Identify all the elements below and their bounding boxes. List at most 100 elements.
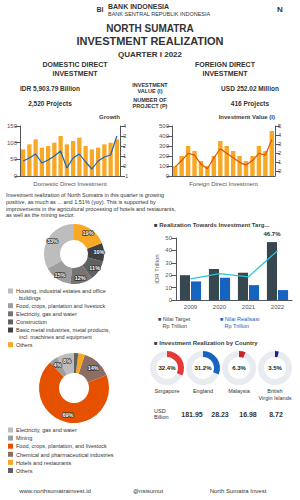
svg-text:31.2%: 31.2% [194,365,212,371]
svg-text:INVESTMENT: INVESTMENT [52,70,98,77]
svg-text:6.3%: 6.3% [232,365,246,371]
svg-text:Investment Value (I): Investment Value (I) [219,114,275,120]
svg-text:Food, crops, plantation and li: Food, crops, plantation and livestock [16,303,106,309]
svg-text:Rp Trillion: Rp Trillion [158,323,187,329]
svg-text:400: 400 [159,133,170,139]
svg-text:2020: 2020 [213,304,227,310]
svg-text:50: 50 [165,235,172,241]
svg-text:■ Investment Realization by Co: ■ Investment Realization by Country [154,340,258,346]
svg-text:1: 1 [278,159,282,165]
svg-text:North Sumatra Invest: North Sumatra Invest [210,488,267,494]
svg-text:BANK SENTRAL REPUBLIK INDONESI: BANK SENTRAL REPUBLIK INDONESIA [108,11,211,17]
svg-text:Foreign Direct Investment: Foreign Direct Investment [189,181,258,187]
svg-text:8.72: 8.72 [269,411,283,418]
svg-text:11%: 11% [89,265,100,271]
svg-text:■ Nilai Target: ■ Nilai Target [158,316,191,322]
svg-text:-1: -1 [123,173,129,179]
svg-text:Electricity, gas and water: Electricity, gas and water [16,427,77,433]
svg-text:0: 0 [123,163,127,169]
svg-text:USD 252.02 Million: USD 252.02 Million [221,85,279,92]
svg-text:100: 100 [7,140,18,146]
svg-text:16.98: 16.98 [239,411,257,418]
svg-text:Investment realization of Nort: Investment realization of North Sumatra … [6,192,164,198]
svg-text:2: 2 [123,143,127,149]
svg-text:Singapore: Singapore [154,388,179,394]
svg-text:0: 0 [169,297,173,303]
svg-text:4: 4 [278,132,282,138]
svg-text:46.7%: 46.7% [263,231,281,237]
svg-text:3.5%: 3.5% [268,365,282,371]
svg-text:300: 300 [159,143,170,149]
svg-text:QUARTER I 2022: QUARTER I 2022 [118,50,183,59]
svg-text:DOMESTIC DIRECT: DOMESTIC DIRECT [43,61,109,68]
svg-text:USD: USD [154,408,166,414]
svg-text:INVESTMENT: INVESTMENT [132,82,168,88]
svg-text:Hotels and restaurants: Hotels and restaurants [16,460,72,466]
svg-text:2022: 2022 [271,304,285,310]
svg-text:INVESTMENT REALIZATION: INVESTMENT REALIZATION [76,35,223,47]
svg-text:Growth: Growth [99,114,120,120]
svg-text:19%: 19% [83,230,94,236]
svg-text:69%: 69% [62,412,73,418]
svg-text:Malaysia: Malaysia [228,388,251,394]
svg-text:PROJECT (P): PROJECT (P) [133,103,168,109]
svg-text:buildings: buildings [16,295,41,301]
svg-text:Mining: Mining [16,435,32,441]
svg-text:28.23: 28.23 [211,411,229,418]
svg-text:2: 2 [278,150,282,156]
svg-text:100: 100 [159,163,170,169]
svg-text:FOREIGN DIRECT: FOREIGN DIRECT [195,61,256,68]
svg-text:@nsisumut: @nsisumut [133,488,163,494]
svg-text:10: 10 [165,285,172,291]
svg-text:Others: Others [16,342,33,348]
svg-text:■ Realization Towards Investme: ■ Realization Towards Investment Targ... [154,222,270,228]
svg-text:VALUE (I): VALUE (I) [138,88,163,94]
svg-text:as well as the mining sector.: as well as the mining sector. [6,212,75,218]
svg-text:NORTH SUMATRA: NORTH SUMATRA [106,23,194,34]
svg-text:10%: 10% [93,249,104,255]
svg-text:500: 500 [159,123,170,129]
svg-text:IDR 5,903.79 Billion: IDR 5,903.79 Billion [20,85,80,93]
svg-text:Domestic Direct Investment: Domestic Direct Investment [33,181,107,187]
svg-text:1: 1 [123,153,127,159]
svg-text:IDR Trillion: IDR Trillion [154,254,160,283]
svg-text:England: England [193,388,213,394]
svg-text:incl. machines and equipment: incl. machines and equipment [16,334,92,340]
svg-text:181.95: 181.95 [181,411,203,418]
svg-text:Virgin Islands: Virgin Islands [259,395,292,401]
svg-text:NUMBER OF: NUMBER OF [133,97,167,103]
svg-text:Chemical and pharmaceutical in: Chemical and pharmaceutical industries [16,452,114,458]
svg-text:Construction: Construction [16,319,47,325]
svg-text:Others: Others [16,468,33,474]
svg-text:4%: 4% [54,362,62,368]
svg-text:2,520 Projects: 2,520 Projects [28,100,72,108]
svg-text:2021: 2021 [242,304,256,310]
svg-text:positive, as much as ... and 1: positive, as much as ... and 1.51% (yoy)… [6,199,156,205]
svg-text:0: 0 [166,173,170,179]
svg-text:20: 20 [165,272,172,278]
svg-text:150: 150 [7,123,18,129]
svg-text:416 Projects: 416 Projects [231,100,270,108]
svg-text:Rp Trillion: Rp Trillion [220,323,249,329]
svg-text:Billion: Billion [154,414,169,420]
svg-text:3: 3 [278,141,282,147]
svg-text:0: 0 [14,173,18,179]
svg-text:BANK INDONESIA: BANK INDONESIA [108,3,169,10]
svg-text:12%: 12% [75,275,86,281]
svg-text:www.northsumatrainvest.id: www.northsumatrainvest.id [18,488,91,494]
svg-text:■ Nilai Realisasi: ■ Nilai Realisasi [220,316,259,322]
svg-text:BI: BI [97,6,104,13]
svg-text:33%: 33% [47,238,58,244]
svg-text:3: 3 [123,133,127,139]
svg-text:14%: 14% [88,365,99,371]
svg-text:Electricity, gas and water: Electricity, gas and water [16,311,77,317]
svg-text:INVESTMENT: INVESTMENT [202,70,248,77]
svg-text:Housing, industrial estates an: Housing, industrial estates and office [16,288,106,294]
svg-text:2009: 2009 [184,304,198,310]
svg-text:15%: 15% [54,272,65,278]
svg-text:40: 40 [165,247,172,253]
svg-text:Food, crops, plantation, and l: Food, crops, plantation, and livestock [16,444,107,450]
svg-text:N: N [277,5,283,14]
svg-text:5: 5 [278,123,282,129]
svg-text:200: 200 [159,153,170,159]
